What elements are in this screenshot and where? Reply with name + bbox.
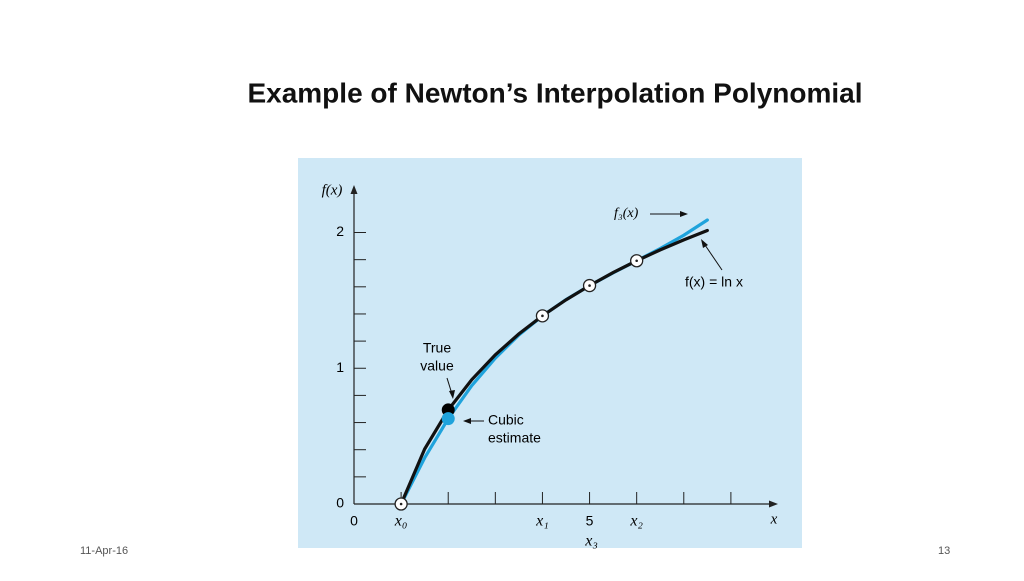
slide-title: Example of Newton’s Interpolation Polyno…: [247, 77, 862, 108]
true-value-label: True: [423, 340, 451, 356]
data-node-dot: [588, 284, 591, 287]
x-axis-label: x: [770, 511, 778, 527]
legend-entry: f(x) = ln x: [685, 274, 743, 290]
true-value-label: value: [420, 358, 454, 374]
legend-arrow: [704, 244, 723, 271]
legend-arrowhead: [680, 211, 688, 217]
legend-entry: f₃(x): [614, 206, 639, 221]
x-tick-label: 0: [350, 513, 358, 529]
y-tick-label: 2: [336, 223, 344, 239]
y-tick-label: 0: [336, 495, 344, 511]
y-axis-label: f(x): [322, 182, 343, 198]
cubic-estimate-arrowhead: [463, 418, 471, 424]
x-axis-arrow: [769, 500, 778, 508]
y-tick-label: 1: [336, 359, 344, 375]
x3-label: x₃: [584, 533, 598, 550]
true-value-arrowhead: [449, 390, 455, 399]
cubic-estimate-label: Cubic: [488, 412, 524, 428]
page-number: 13: [938, 545, 950, 557]
data-node-dot: [399, 502, 403, 506]
cubic-estimate-label: estimate: [488, 430, 541, 446]
y-axis-arrow: [350, 185, 358, 194]
data-node-dot: [541, 314, 544, 318]
x-tick-label: x₂: [629, 513, 643, 530]
x-tick-label: 5: [586, 513, 594, 529]
data-node-dot: [635, 259, 638, 263]
date: 11-Apr-16: [80, 545, 128, 557]
chart-panel: [298, 158, 802, 548]
x-tick-label: x₀: [394, 513, 408, 530]
x-tick-label: x₁: [535, 513, 549, 530]
legend-arrowhead: [701, 239, 708, 248]
cubic-estimate-point: [441, 412, 455, 426]
